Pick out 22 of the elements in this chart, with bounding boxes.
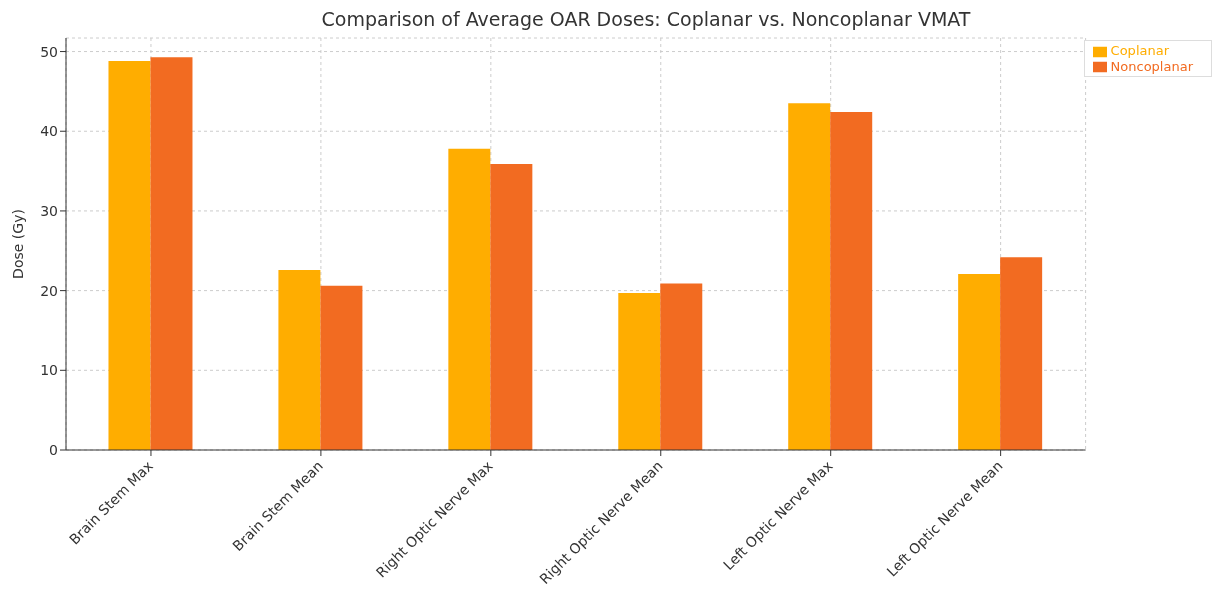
y-tick-label: 10 [40, 362, 58, 379]
bar [788, 103, 831, 450]
bar [278, 269, 321, 450]
y-tick-label: 50 [40, 43, 58, 60]
bar [150, 57, 193, 450]
legend-label: Coplanar [1110, 43, 1170, 58]
bar [490, 163, 533, 450]
bar [618, 293, 661, 450]
bar [1000, 257, 1043, 450]
bar [660, 283, 703, 450]
y-tick-label: 0 [49, 441, 58, 458]
bar [108, 61, 151, 450]
chart-title: Comparison of Average OAR Doses: Coplanar vs. Noncoplanar VMAT [320, 8, 972, 30]
y-tick-label: 30 [40, 202, 58, 219]
bar [448, 148, 491, 450]
y-tick-label: 20 [40, 282, 58, 299]
y-tick-label: 40 [40, 123, 58, 140]
legend-label: Noncoplanar [1110, 58, 1193, 74]
bar [958, 273, 1001, 450]
bar [320, 285, 363, 450]
bar [830, 112, 873, 450]
y-axis-title: Dose (Gy) [9, 209, 26, 279]
